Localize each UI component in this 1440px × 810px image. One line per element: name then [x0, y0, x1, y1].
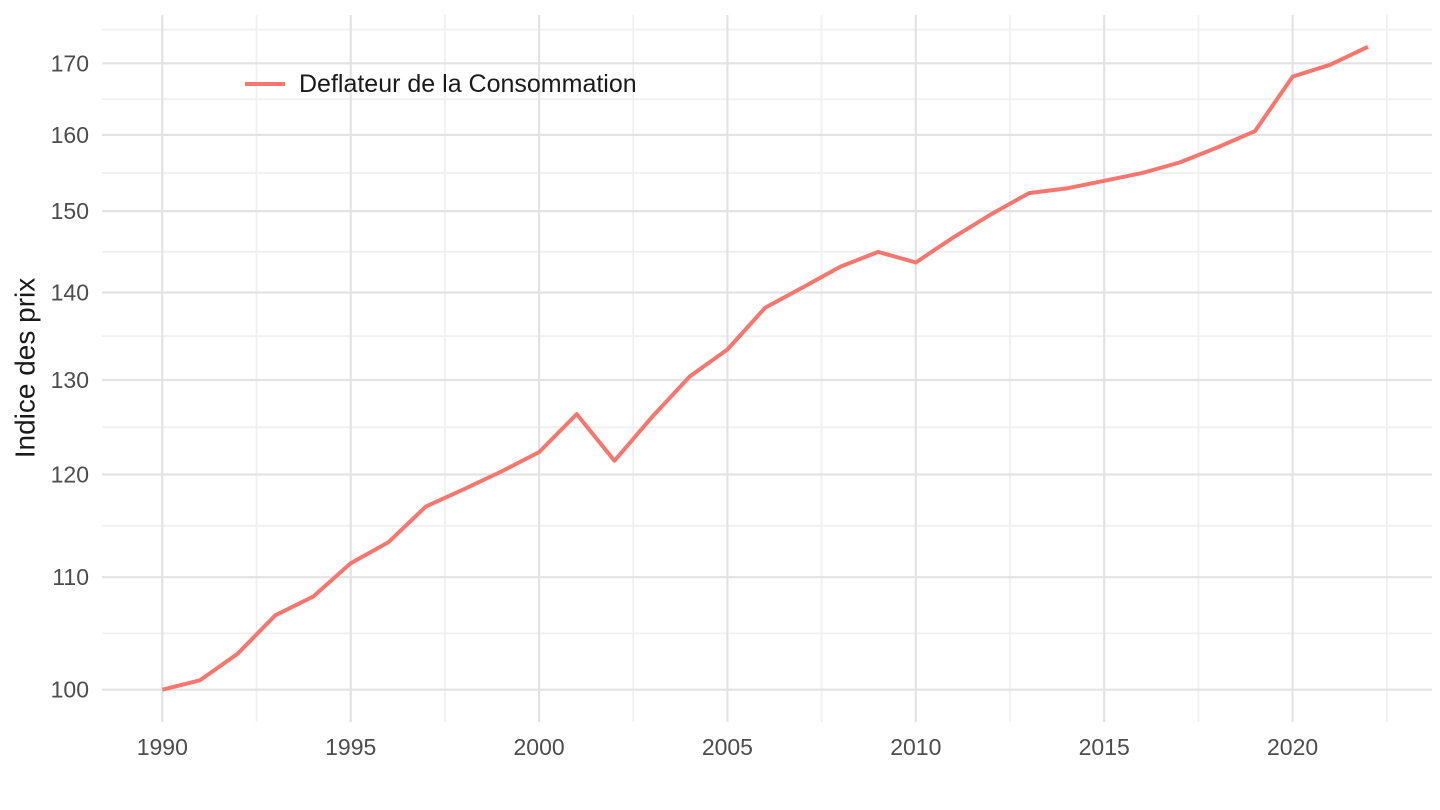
gridlines-major [102, 15, 1432, 722]
series-deflateur-line [161, 44, 1369, 692]
x-tick-label: 1995 [325, 734, 376, 760]
y-tick-label: 110 [52, 564, 89, 590]
legend: Deflateur de la Consommation [245, 70, 637, 98]
y-tick-label: 130 [51, 367, 89, 393]
y-tick-label: 150 [51, 198, 89, 224]
x-axis-tick-labels: 1990 1995 2000 2005 2010 2015 2020 [137, 734, 1318, 760]
x-tick-label: 1990 [137, 734, 188, 760]
y-tick-label: 120 [51, 462, 89, 488]
y-axis-title: Indice des prix [9, 278, 40, 459]
y-tick-label: 140 [51, 280, 89, 306]
y-axis-tick-labels: 100 110 120 130 140 150 160 170 [51, 50, 89, 702]
x-tick-label: 2005 [702, 734, 753, 760]
legend-label: Deflateur de la Consommation [299, 70, 637, 98]
y-tick-label: 100 [51, 677, 89, 703]
y-tick-label: 160 [51, 122, 89, 148]
y-tick-label: 170 [51, 50, 89, 76]
x-tick-label: 2020 [1267, 734, 1318, 760]
x-tick-label: 2010 [890, 734, 941, 760]
x-tick-label: 2000 [514, 734, 565, 760]
x-tick-label: 2015 [1079, 734, 1130, 760]
gridlines-minor [102, 15, 1432, 722]
